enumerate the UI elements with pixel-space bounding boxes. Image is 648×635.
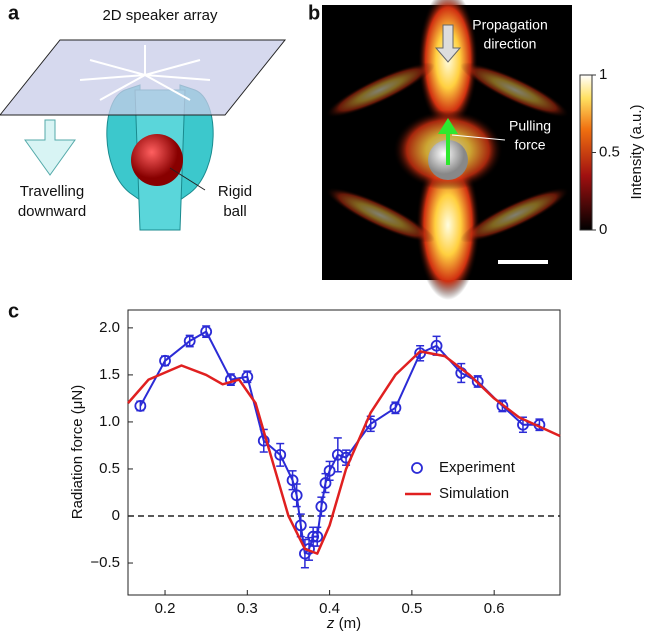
data-point <box>430 339 443 352</box>
panel-b: b Propagation direction Pulling force 00… <box>308 0 645 300</box>
data-point <box>183 335 196 347</box>
colorbar-tick-label: 1 <box>599 66 607 83</box>
series-line <box>139 330 540 555</box>
data-point <box>323 464 336 477</box>
x-axis-unit: (m) <box>339 615 362 632</box>
data-point <box>286 474 299 487</box>
data-point <box>315 500 328 513</box>
colorbar-tick-label: 0.5 <box>599 143 620 160</box>
plot-frame <box>127 309 561 596</box>
data-point <box>241 370 254 383</box>
label: Travelling <box>20 183 84 200</box>
colorbar <box>579 74 593 231</box>
x-tick-label: 0.3 <box>237 600 258 617</box>
legend-marker <box>411 462 423 474</box>
series-line <box>127 350 561 555</box>
data-point <box>290 489 303 502</box>
label: downward <box>18 203 86 220</box>
leader-line <box>451 134 506 141</box>
plot: −0.5 0 0.5 1.0 1.5 2.0 0.2 0.3 0.4 0.5 0.6 Experime… <box>90 309 561 617</box>
x-axis-var: z <box>326 615 335 632</box>
x-tick-label: 0.4 <box>319 600 340 617</box>
label: force <box>514 137 545 153</box>
data-point <box>200 325 213 338</box>
label: direction <box>484 36 537 52</box>
data-point <box>331 448 344 461</box>
legend-label: Experiment <box>439 459 516 476</box>
panel-label: a <box>8 2 20 24</box>
label: Rigid <box>218 183 252 200</box>
legend-label: Simulation <box>439 485 509 502</box>
y-axis-label: Radiation force (μN) <box>69 385 86 520</box>
y-tick-label: 1.5 <box>99 366 120 383</box>
y-tick-label: 0.5 <box>99 460 120 477</box>
label: ball <box>223 203 246 220</box>
data-point <box>307 530 320 543</box>
data-point <box>311 530 324 543</box>
arrow <box>24 119 76 176</box>
colorbar-ticks: 00.51 <box>592 66 620 238</box>
panel-label: c <box>8 300 19 322</box>
data-point <box>294 519 307 532</box>
y-tick-label: −0.5 <box>90 554 120 571</box>
label: 2D speaker array <box>102 7 218 24</box>
data-point <box>159 354 171 367</box>
label: Pulling <box>509 118 551 134</box>
data-point <box>389 401 402 414</box>
panel-label: b <box>308 2 320 24</box>
panel-a: a 2D speaker array Travelling downward R… <box>0 2 287 231</box>
label: Propagation <box>472 17 548 33</box>
x-tick-label: 0.6 <box>484 600 505 617</box>
y-tick-label: 0 <box>112 507 120 524</box>
x-tick-label: 0.5 <box>401 600 422 617</box>
leader-line <box>169 167 206 191</box>
data-point <box>134 400 147 412</box>
colorbar-label: Intensity (a.u.) <box>628 104 645 199</box>
colorbar-tick-label: 0 <box>599 221 607 238</box>
data-point <box>496 400 509 412</box>
data-point <box>471 375 484 388</box>
speaker-rays <box>79 45 211 101</box>
data-point <box>319 477 332 489</box>
propagation-arrow <box>434 24 462 63</box>
x-axis-label: z (m) <box>326 615 361 632</box>
y-tick-label: 1.0 <box>99 413 120 430</box>
x-tick-label: 0.2 <box>155 600 176 617</box>
force-arrow-head <box>438 118 458 134</box>
y-tick-label: 2.0 <box>99 319 120 336</box>
rigid-ball <box>131 134 183 186</box>
data-point <box>274 448 287 461</box>
